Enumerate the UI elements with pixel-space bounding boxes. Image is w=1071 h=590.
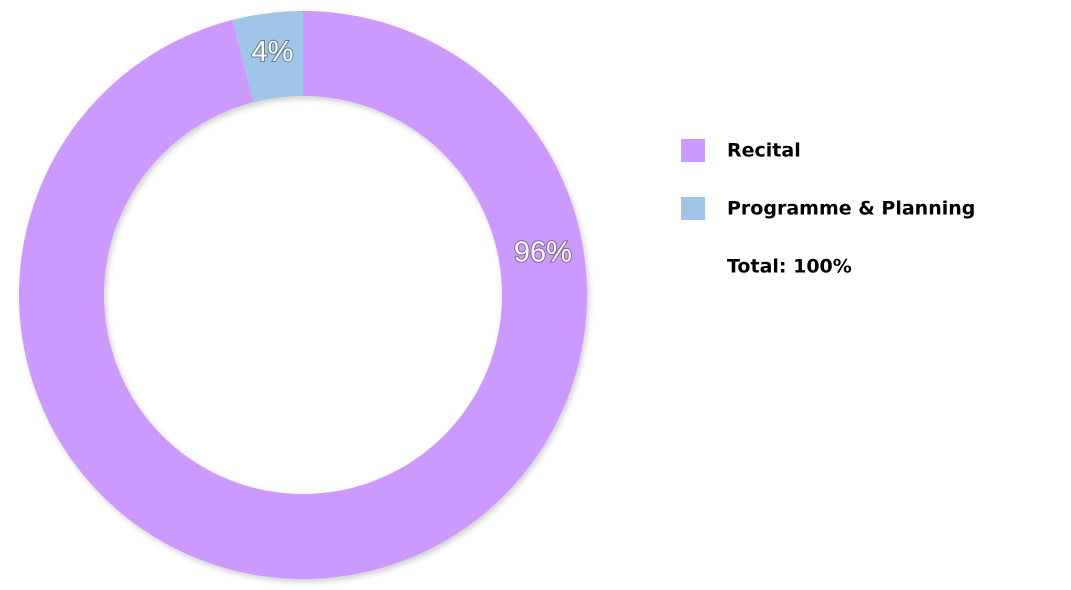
legend-label: Recital bbox=[727, 140, 801, 162]
legend-label: Programme & Planning bbox=[727, 198, 975, 220]
slice-label: 4% bbox=[252, 36, 294, 68]
slice bbox=[18, 11, 587, 579]
slice-labels: 96% 4% bbox=[251, 35, 573, 269]
legend-swatch bbox=[681, 139, 705, 162]
slice bbox=[232, 11, 303, 103]
legend: Recital Programme & Planning Total: 100% bbox=[681, 139, 975, 278]
slice-label: 96% bbox=[514, 236, 572, 268]
total-label: Total: 100% bbox=[727, 256, 852, 278]
legend-swatch bbox=[681, 197, 705, 220]
donut bbox=[18, 11, 587, 579]
